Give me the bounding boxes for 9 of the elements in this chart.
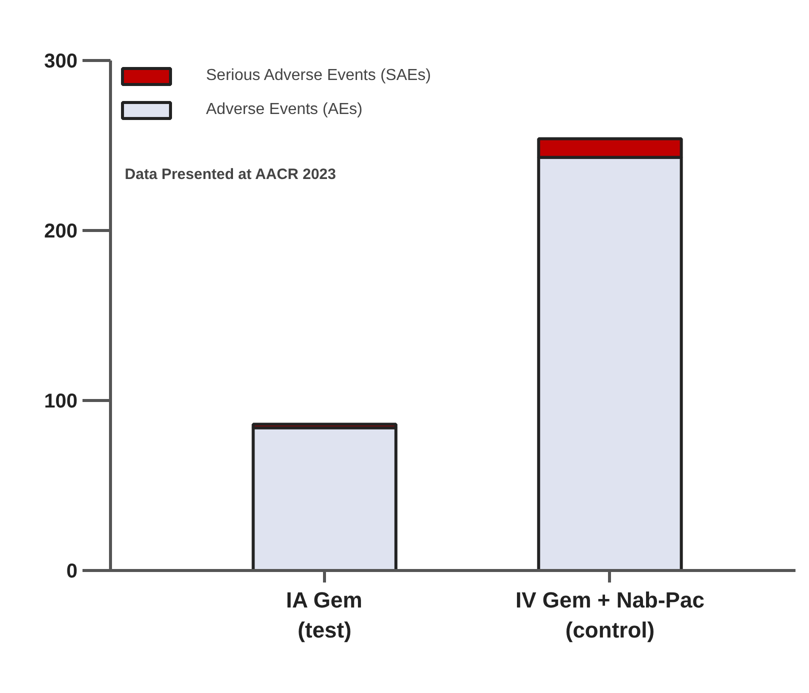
y-tick-label: 100 <box>44 390 78 412</box>
annotation: Data Presented at AACR 2023 <box>124 166 336 183</box>
legend-label: Adverse Events (AEs) <box>206 101 362 119</box>
legend-label: Serious Adverse Events (SAEs) <box>206 67 431 85</box>
y-tick-label: 0 <box>66 560 78 582</box>
y-tick-label: 200 <box>44 220 78 242</box>
x-tick-label: IV Gem + Nab-Pac (control) <box>516 588 704 642</box>
y-tick-label: 300 <box>44 50 78 72</box>
x-tick-label: IA Gem (test) <box>286 588 362 642</box>
